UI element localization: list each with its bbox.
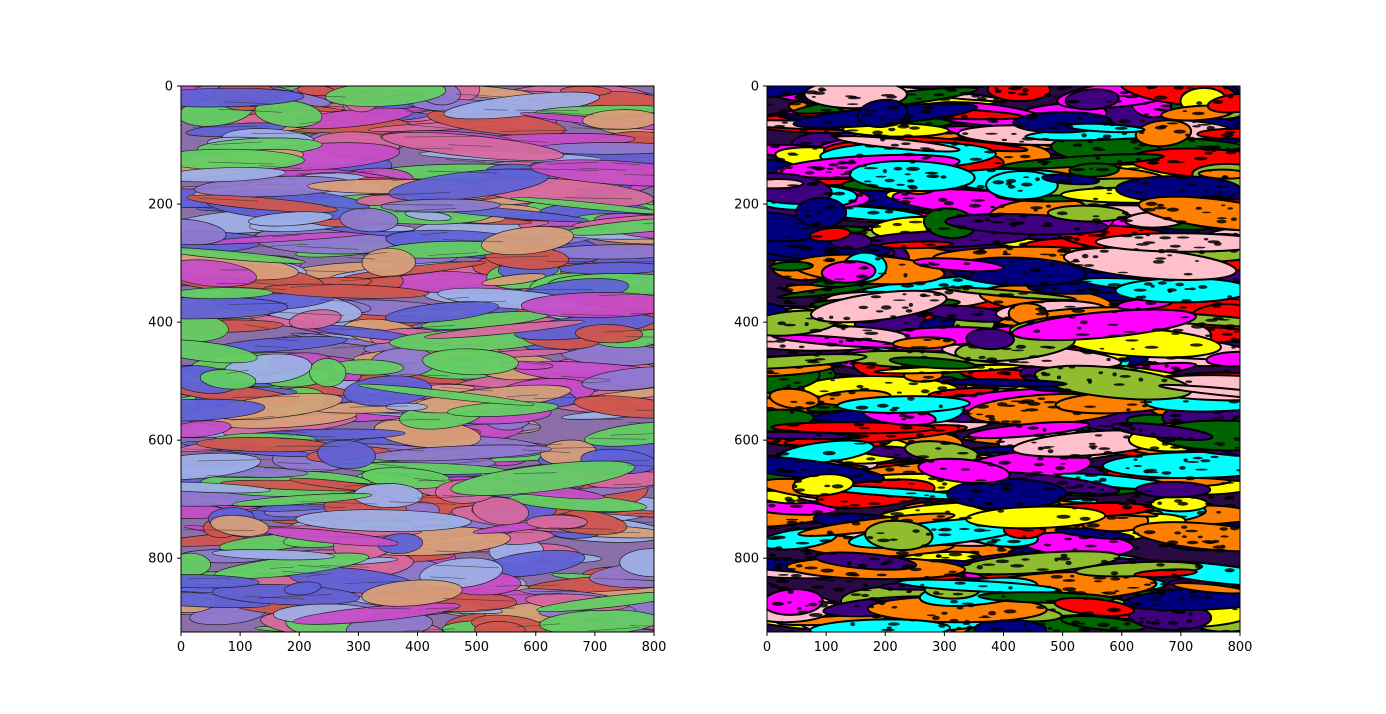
x-tick-label: 500	[1050, 640, 1075, 655]
x-tick-label: 100	[228, 640, 253, 655]
x-tick-label: 800	[642, 640, 667, 655]
y-tick-label: 200	[734, 198, 759, 213]
y-tick-label: 600	[148, 434, 173, 449]
x-tick-label: 800	[1228, 640, 1253, 655]
y-tick-label: 0	[165, 80, 173, 95]
y-tick-label: 800	[148, 552, 173, 567]
y-tick-label: 400	[148, 316, 173, 331]
right-image-panel: 0 100 200 300 400 500 600 700 800 0 200 400 600 800	[687, 69, 1328, 655]
x-tick-label: 300	[346, 640, 371, 655]
x-tick-label: 500	[464, 640, 489, 655]
x-tick-label: 100	[814, 640, 839, 655]
x-tick-label: 700	[1168, 640, 1193, 655]
x-tick-label: 700	[582, 640, 607, 655]
left-image-panel: 0 100 200 300 400 500 600 700 800 0 200 400 600 800	[98, 71, 741, 655]
x-tick-label: 600	[523, 640, 548, 655]
x-tick-label: 300	[932, 640, 957, 655]
x-tick-label: 400	[991, 640, 1016, 655]
x-tick-label: 0	[177, 640, 185, 655]
x-tick-label: 400	[405, 640, 430, 655]
x-tick-label: 200	[287, 640, 312, 655]
x-tick-label: 0	[763, 640, 771, 655]
y-tick-label: 800	[734, 552, 759, 567]
y-tick-label: 0	[751, 80, 759, 95]
x-tick-label: 200	[873, 640, 898, 655]
y-tick-label: 600	[734, 434, 759, 449]
x-tick-label: 600	[1109, 640, 1134, 655]
y-tick-label: 200	[148, 198, 173, 213]
y-tick-label: 400	[734, 316, 759, 331]
